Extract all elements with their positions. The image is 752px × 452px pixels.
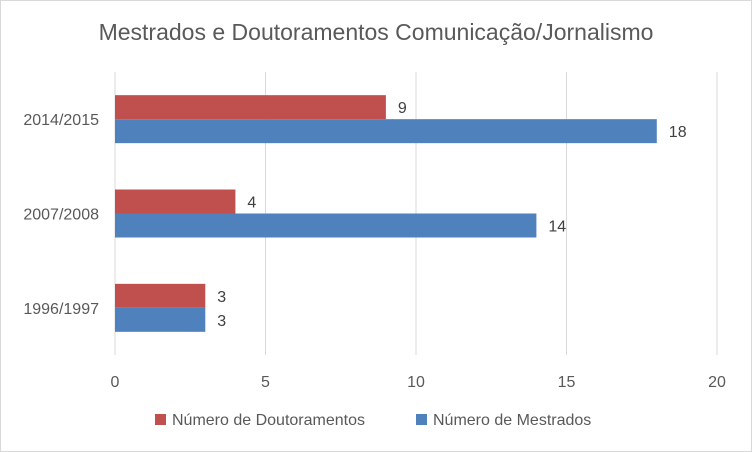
legend-label: Número de Doutoramentos (172, 412, 365, 429)
data-label: 4 (247, 195, 256, 212)
x-tick-label: 20 (708, 374, 726, 391)
data-label: 18 (669, 124, 687, 141)
bar-mestrados-2 (115, 307, 206, 332)
bar-doutoramentos-0 (115, 95, 386, 120)
legend-swatch (416, 414, 427, 425)
x-tick-label: 15 (558, 374, 576, 391)
y-tick-label: 1996/1997 (23, 301, 99, 318)
y-tick-label: 2007/2008 (23, 207, 99, 224)
bar-mestrados-0 (115, 119, 657, 144)
x-axis-ticks: 0 5 10 15 20 (111, 374, 726, 391)
legend-swatch (155, 414, 166, 425)
bars (115, 95, 657, 332)
y-tick-label: 2014/2015 (23, 112, 99, 129)
legend: Número de Doutoramentos Número de Mestrad… (155, 412, 591, 429)
data-label: 14 (548, 219, 566, 236)
bar-mestrados-1 (115, 213, 537, 238)
legend-label: Número de Mestrados (433, 412, 591, 429)
x-tick-label: 5 (261, 374, 270, 391)
data-label: 3 (217, 289, 226, 306)
y-axis-ticks: 2014/2015 2007/2008 1996/1997 (23, 112, 99, 318)
bar-doutoramentos-1 (115, 189, 236, 214)
bar-doutoramentos-2 (115, 283, 206, 308)
data-labels: 9 18 4 14 3 3 (217, 100, 686, 330)
data-label: 9 (398, 100, 407, 117)
x-tick-label: 0 (111, 374, 120, 391)
data-label: 3 (217, 313, 226, 330)
x-tick-label: 10 (407, 374, 425, 391)
chart-title: Mestrados e Doutoramentos Comunicação/Jo… (99, 19, 654, 45)
